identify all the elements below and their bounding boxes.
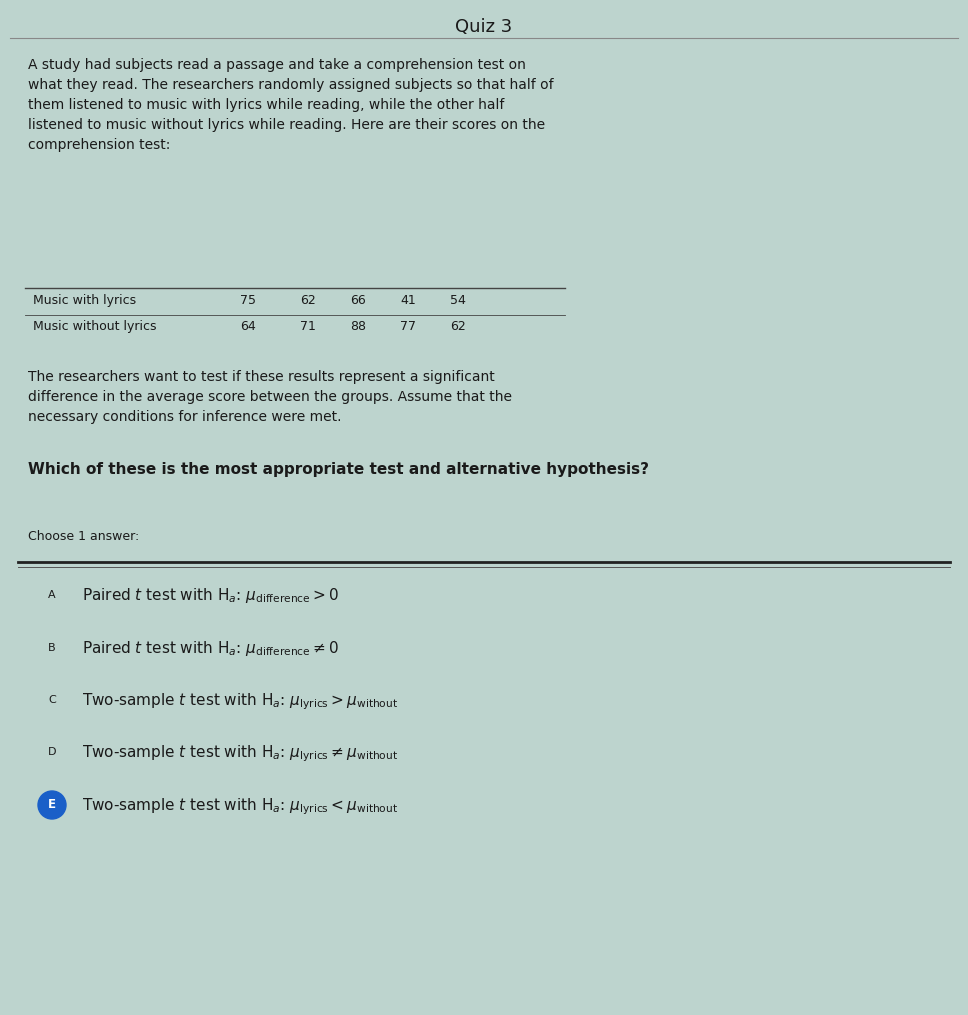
- Text: Paired $t$ test with $\mathrm{H}_{a}$: $\mu_{\mathrm{difference}} \neq 0$: Paired $t$ test with $\mathrm{H}_{a}$: $…: [82, 639, 339, 658]
- Text: 62: 62: [300, 294, 316, 307]
- Text: 71: 71: [300, 320, 316, 333]
- Text: Which of these is the most appropriate test and alternative hypothesis?: Which of these is the most appropriate t…: [28, 462, 649, 477]
- Text: Paired $t$ test with $\mathrm{H}_{a}$: $\mu_{\mathrm{difference}} > 0$: Paired $t$ test with $\mathrm{H}_{a}$: $…: [82, 586, 339, 605]
- Text: 41: 41: [400, 294, 416, 307]
- Text: A study had subjects read a passage and take a comprehension test on
what they r: A study had subjects read a passage and …: [28, 58, 554, 152]
- Text: 75: 75: [240, 294, 256, 307]
- Text: Choose 1 answer:: Choose 1 answer:: [28, 530, 139, 543]
- Text: Two-sample $t$ test with $\mathrm{H}_{a}$: $\mu_{\mathrm{lyrics}} > \mu_{\mathrm: Two-sample $t$ test with $\mathrm{H}_{a}…: [82, 691, 398, 712]
- Text: D: D: [47, 747, 56, 757]
- Text: 77: 77: [400, 320, 416, 333]
- Text: Quiz 3: Quiz 3: [455, 18, 513, 36]
- Text: C: C: [48, 695, 56, 705]
- Text: 54: 54: [450, 294, 466, 307]
- Text: The researchers want to test if these results represent a significant
difference: The researchers want to test if these re…: [28, 370, 512, 424]
- Text: 64: 64: [240, 320, 256, 333]
- Text: 66: 66: [350, 294, 366, 307]
- Text: A: A: [48, 590, 56, 600]
- Text: Two-sample $t$ test with $\mathrm{H}_{a}$: $\mu_{\mathrm{lyrics}} \neq \mu_{\mat: Two-sample $t$ test with $\mathrm{H}_{a}…: [82, 743, 398, 763]
- Text: Music without lyrics: Music without lyrics: [33, 320, 157, 333]
- Text: B: B: [48, 642, 56, 653]
- Circle shape: [38, 791, 66, 819]
- Text: 62: 62: [450, 320, 466, 333]
- Text: 88: 88: [350, 320, 366, 333]
- Text: E: E: [48, 799, 56, 812]
- Text: Two-sample $t$ test with $\mathrm{H}_{a}$: $\mu_{\mathrm{lyrics}} < \mu_{\mathrm: Two-sample $t$ test with $\mathrm{H}_{a}…: [82, 796, 398, 817]
- Text: Music with lyrics: Music with lyrics: [33, 294, 136, 307]
